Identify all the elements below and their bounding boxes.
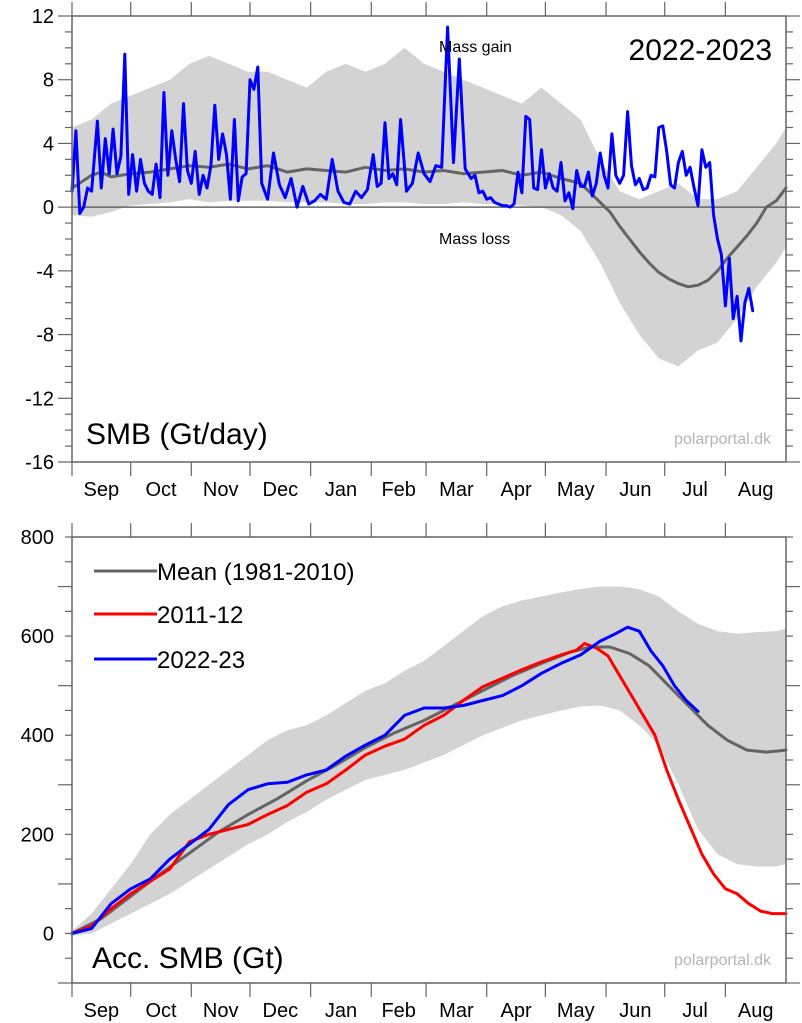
- x-tick-label: Jul: [682, 1000, 708, 1022]
- mass-gain-annotation: Mass gain: [439, 39, 512, 56]
- y-tick-label: 4: [43, 133, 54, 155]
- x-tick-label: Aug: [738, 1000, 774, 1022]
- x-tick-label: Oct: [145, 479, 177, 501]
- x-tick-label: Jul: [682, 479, 708, 501]
- x-tick-label: Oct: [145, 1000, 177, 1022]
- y-tick-label: -8: [36, 325, 54, 347]
- y-tick-label: 600: [21, 626, 54, 648]
- acc-smb-panel-label: Acc. SMB (Gt): [92, 942, 284, 975]
- legend: Mean (1981-2010) 2011-12 2022-23: [94, 559, 354, 674]
- y-tick-label: 0: [43, 197, 54, 219]
- x-tick-label: Dec: [263, 1000, 299, 1022]
- daily-smb-panel-label: SMB (Gt/day): [86, 418, 268, 451]
- y-tick-label: -16: [25, 452, 54, 474]
- accumulated-smb-panel: 800 600 400 200 0 Sep Oct Nov Dec Jan Feb Mar Apr May…: [21, 523, 800, 1022]
- x-tick-label: Sep: [84, 479, 120, 501]
- acc-smb-lines: [70, 625, 788, 935]
- season-title: 2022-2023: [629, 34, 772, 67]
- legend-label-2022-23: 2022-23: [157, 647, 245, 674]
- x-tick-label: Apr: [500, 1000, 531, 1022]
- x-tick-label: Dec: [263, 479, 299, 501]
- x-tick-label: Nov: [203, 479, 239, 501]
- range-band-area: [72, 47, 786, 367]
- x-tick-label: Sep: [84, 1000, 120, 1022]
- y-tick-label: 400: [21, 725, 54, 747]
- watermark: polarportal.dk: [674, 431, 772, 448]
- range-band-area: [72, 586, 786, 936]
- series-line-2022-23: [70, 625, 700, 935]
- daily-smb-lines: [70, 25, 788, 343]
- y-tick-label: -4: [36, 261, 54, 283]
- x-tick-label: Nov: [203, 1000, 239, 1022]
- daily-smb-panel: 12 8 4 0 -4 -8 -12 -16 Sep Oct Nov Dec Jan Feb Mar Apr M…: [25, 2, 800, 501]
- x-tick-label: Apr: [500, 479, 531, 501]
- x-tick-label: Jun: [619, 1000, 651, 1022]
- acc-smb-range-band: [72, 586, 786, 936]
- mass-loss-annotation: Mass loss: [439, 231, 510, 248]
- x-tick-label: May: [557, 479, 595, 501]
- y-tick-label: 8: [43, 70, 54, 92]
- daily-smb-range-band: [72, 47, 786, 367]
- y-tick-label: 12: [32, 6, 54, 28]
- x-tick-label: Feb: [381, 1000, 415, 1022]
- x-tick-label: May: [557, 1000, 595, 1022]
- x-tick-label: Mar: [439, 1000, 474, 1022]
- y-tick-label: 0: [43, 923, 54, 945]
- y-tick-label: 800: [21, 527, 54, 549]
- x-tick-label: Jan: [325, 1000, 357, 1022]
- x-tick-label: Aug: [738, 479, 774, 501]
- x-tick-label: Feb: [381, 479, 415, 501]
- acc-smb-axes: 800 600 400 200 0 Sep Oct Nov Dec Jan Feb Mar Apr May…: [21, 523, 800, 1022]
- legend-label-2011-12: 2011-12: [157, 602, 243, 629]
- daily-smb-axes: 12 8 4 0 -4 -8 -12 -16 Sep Oct Nov Dec Jan Feb Mar Apr M…: [25, 2, 800, 501]
- x-tick-label: Jan: [325, 479, 357, 501]
- y-tick-label: -12: [25, 388, 54, 410]
- y-tick-label: 200: [21, 824, 54, 846]
- legend-label-mean: Mean (1981-2010): [157, 559, 354, 586]
- watermark: polarportal.dk: [674, 952, 772, 969]
- x-tick-label: Mar: [439, 479, 474, 501]
- x-tick-label: Jun: [619, 479, 651, 501]
